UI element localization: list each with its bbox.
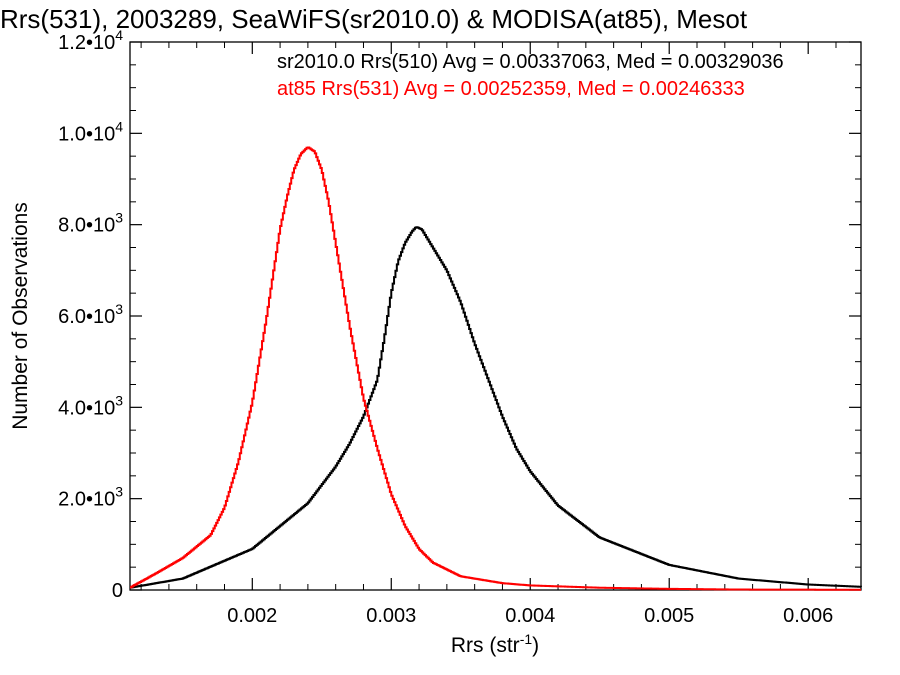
y-tick-label: 2.0•103: [58, 484, 123, 511]
legend-entry-1: sr2010.0 Rrs(510) Avg = 0.00337063, Med …: [277, 51, 784, 73]
x-tick-label: 0.006: [783, 605, 833, 627]
plot-frame: [129, 41, 862, 591]
y-tick-label: 1.2•104: [58, 27, 123, 54]
y-tick-label: 4.0•103: [58, 392, 123, 419]
x-tick-label: 0.004: [505, 605, 555, 627]
y-tick-label: 1.0•104: [58, 118, 123, 145]
x-tick-label: 0.003: [366, 605, 416, 627]
x-axis: 0.002 0.003 0.004 0.005 0.006: [140, 42, 837, 627]
y-tick-label: 6.0•103: [58, 301, 123, 328]
x-tick-label: 0.002: [227, 605, 277, 627]
y-tick-label: 0: [112, 580, 123, 602]
y-axis: 0 2.0•103 4.0•103 6.0•103 8.0•103 1.0•104 1.2•…: [58, 27, 861, 602]
series-layer: [130, 146, 862, 591]
y-axis-title: Number of Observations: [9, 202, 32, 430]
series-line-2: [130, 146, 861, 591]
x-axis-title: Rrs (str-1): [451, 631, 539, 657]
series-line-1: [130, 226, 862, 589]
chart-title: Rrs(531), 2003289, SeaWiFS(sr2010.0) & M…: [0, 4, 748, 34]
x-tick-label: 0.005: [644, 605, 694, 627]
legend-entry-2: at85 Rrs(531) Avg = 0.00252359, Med = 0.…: [277, 78, 745, 100]
y-tick-label: 8.0•103: [58, 210, 123, 237]
legend: sr2010.0 Rrs(510) Avg = 0.00337063, Med …: [277, 51, 784, 100]
